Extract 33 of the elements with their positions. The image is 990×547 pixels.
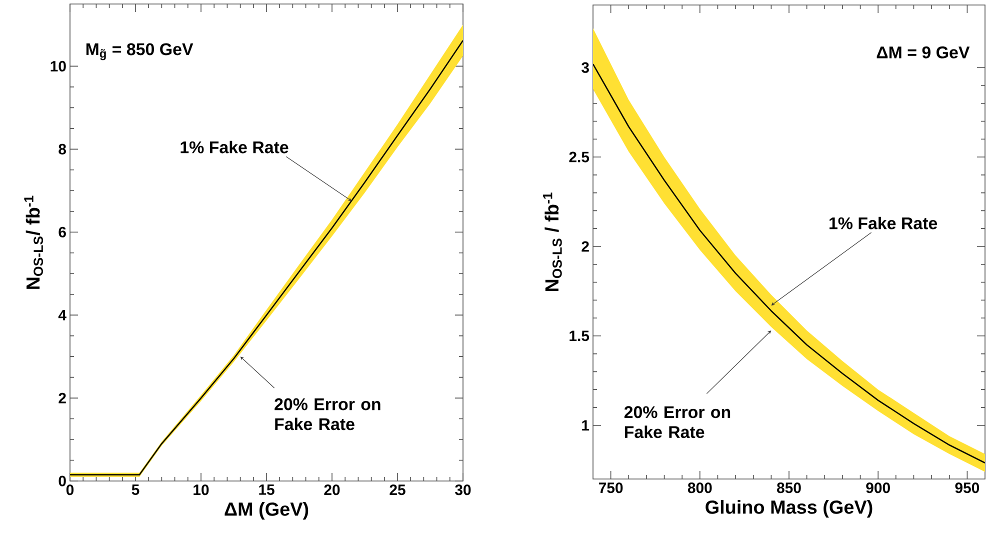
x-tick-label: 800 [688, 482, 712, 494]
x-tick-label: 30 [455, 484, 471, 496]
x-tick-label: 25 [390, 484, 406, 496]
x-axis-title: ΔM (GeV) [224, 502, 308, 520]
y-tick-label: 2.5 [569, 152, 590, 162]
annotation: 1% Fake Rate [830, 216, 938, 230]
annotation: 20% Error on Fake Rate [274, 398, 380, 430]
annotation: 20% Error on Fake Rate [624, 406, 730, 438]
y-tick-label: 0 [58, 476, 66, 486]
y-tick-label: 6 [58, 226, 66, 238]
y-axis-title: N$_{OS-LS}$/ fb$^{-1}$ [24, 196, 44, 289]
y-axis-title: N$_{OS-LS}$ / fb$^{-1}$ [543, 192, 562, 292]
y-tick-label: 2 [582, 241, 589, 252]
x-tick-label: 10 [194, 484, 209, 496]
x-tick-label: 0 [66, 484, 74, 496]
y-tick-label: 4 [58, 310, 66, 320]
y-tick-label: 10 [50, 60, 66, 72]
x-axis-title: Gluino Mass (GeV) [706, 500, 872, 518]
x-tick-label: 900 [866, 482, 890, 494]
y-tick-label: 3 [582, 62, 589, 73]
y-tick-label: 8 [58, 144, 66, 154]
x-tick-label: 950 [955, 482, 980, 494]
annotation: ΔM = 9 GeV [876, 46, 970, 58]
y-tick-label: 2 [58, 392, 66, 404]
x-tick-label: 5 [132, 484, 140, 495]
annotation: 1% Fake Rate [180, 140, 288, 154]
x-tick-label: 20 [324, 484, 340, 496]
x-tick-label: 750 [599, 482, 623, 494]
y-tick-label: 1.5 [570, 330, 590, 342]
x-tick-label: 15 [259, 484, 274, 495]
annotation: M$_{g̃}$ = 850 GeV [86, 43, 194, 60]
y-tick-label: 1 [582, 420, 590, 430]
x-tick-label: 850 [777, 482, 801, 494]
